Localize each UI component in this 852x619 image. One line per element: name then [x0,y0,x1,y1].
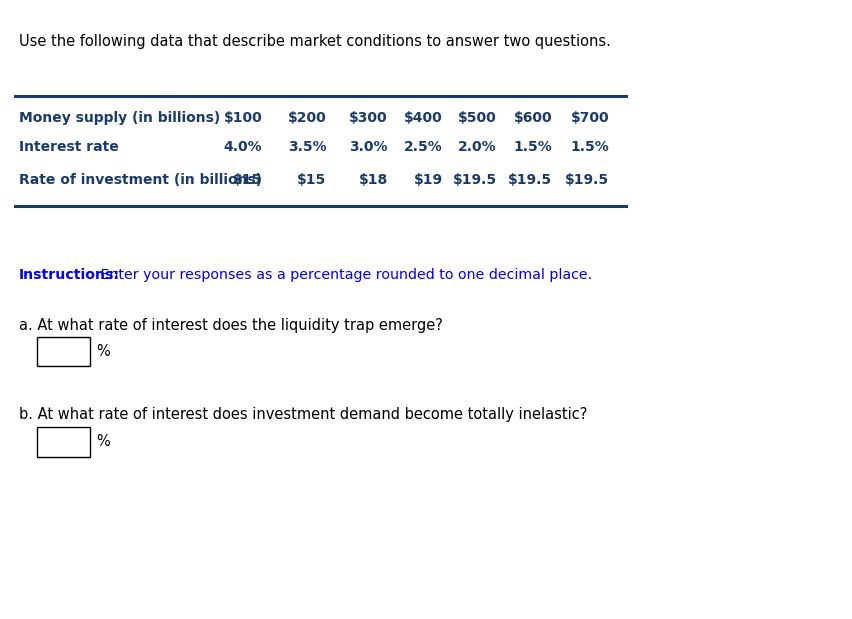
Text: $19.5: $19.5 [565,173,609,186]
Text: $400: $400 [405,111,443,124]
Text: 2.5%: 2.5% [405,141,443,154]
Text: Instructions:: Instructions: [19,268,120,282]
Text: a. At what rate of interest does the liquidity trap emerge?: a. At what rate of interest does the liq… [19,318,443,332]
Text: $19: $19 [414,173,443,186]
FancyBboxPatch shape [37,337,90,366]
Text: 3.0%: 3.0% [349,141,388,154]
Text: Use the following data that describe market conditions to answer two questions.: Use the following data that describe mar… [19,34,611,49]
Text: 3.5%: 3.5% [288,141,326,154]
Text: $200: $200 [288,111,326,124]
Text: 1.5%: 1.5% [514,141,552,154]
FancyBboxPatch shape [37,427,90,457]
Text: $15: $15 [233,173,262,186]
Text: $700: $700 [571,111,609,124]
Text: 2.0%: 2.0% [458,141,497,154]
Text: Money supply (in billions): Money supply (in billions) [19,111,220,124]
Text: Rate of investment (in billions): Rate of investment (in billions) [19,173,262,186]
Text: $300: $300 [349,111,388,124]
Text: b. At what rate of interest does investment demand become totally inelastic?: b. At what rate of interest does investm… [19,407,587,422]
Text: $15: $15 [297,173,326,186]
Text: %: % [96,435,110,449]
Text: $18: $18 [359,173,388,186]
Text: 4.0%: 4.0% [224,141,262,154]
Text: $600: $600 [514,111,552,124]
Text: Interest rate: Interest rate [19,141,118,154]
Text: %: % [96,344,110,359]
Text: $19.5: $19.5 [508,173,552,186]
Text: $500: $500 [458,111,497,124]
Text: $100: $100 [224,111,262,124]
Text: Enter your responses as a percentage rounded to one decimal place.: Enter your responses as a percentage rou… [96,268,592,282]
Text: $19.5: $19.5 [452,173,497,186]
Text: 1.5%: 1.5% [571,141,609,154]
